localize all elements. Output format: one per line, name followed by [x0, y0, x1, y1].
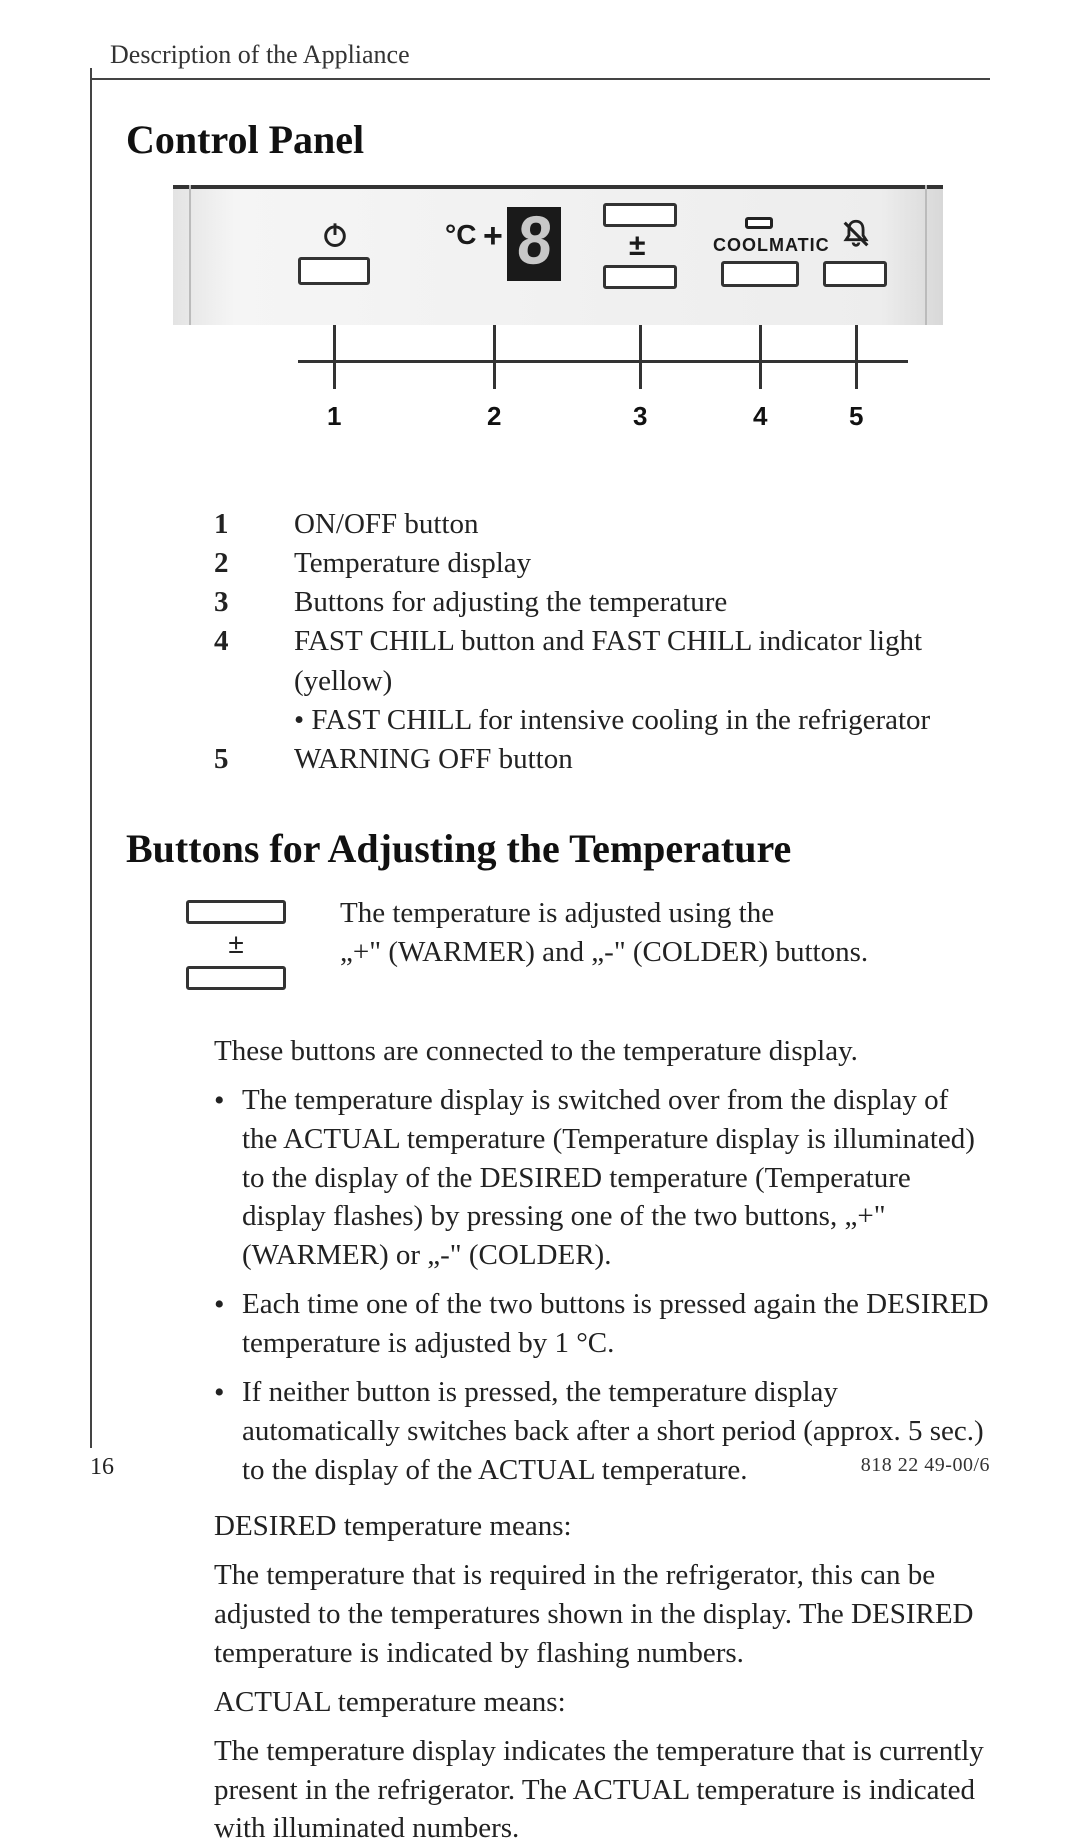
page: Description of the Appliance Control Pan… [0, 0, 1080, 1529]
temp-colder-button [603, 265, 677, 289]
coolmatic-label: COOLMATIC [713, 235, 830, 256]
mini-button-figure: ± [176, 894, 296, 1004]
plusminus-icon: ± [629, 229, 645, 263]
temp-warmer-button [603, 203, 677, 227]
mini-warmer-button [186, 900, 286, 924]
leader-4 [759, 325, 762, 389]
mini-plusminus-icon: ± [228, 928, 243, 960]
seven-segment-digit: 8 [514, 203, 555, 285]
actual-paragraph: The temperature display indicates the te… [214, 1732, 990, 1848]
intro-text: The temperature is adjusted using the „+… [340, 894, 868, 972]
leader-1 [333, 325, 336, 389]
legend-text: ON/OFF button [294, 505, 990, 544]
legend-text: WARNING OFF button [294, 740, 990, 779]
bullet-list: The temperature display is switched over… [214, 1081, 990, 1490]
warning-off-button [823, 261, 887, 287]
power-icon [321, 221, 349, 249]
legend-subtext: • FAST CHILL for intensive cooling in th… [294, 701, 990, 740]
callout-2: 2 [487, 401, 501, 432]
control-panel-diagram: °C + 8 ± COOLMATIC [173, 185, 943, 475]
onoff-button [298, 257, 370, 285]
callout-baseline [298, 360, 908, 363]
temp-unit-label: °C [445, 219, 476, 251]
section-title-buttons-adjusting: Buttons for Adjusting the Temperature [126, 825, 990, 872]
fastchill-indicator [745, 217, 773, 229]
content-area: Control Panel °C + 8 [126, 116, 990, 1848]
legend-row: 1ON/OFF button [214, 505, 990, 544]
panel-cap-left [173, 185, 191, 325]
legend-list: 1ON/OFF button 2Temperature display 3But… [214, 505, 990, 779]
doc-reference: 818 22 49-00/6 [861, 1454, 990, 1481]
legend-text: Buttons for adjusting the temperature [294, 583, 990, 622]
adjust-intro-row: ± The temperature is adjusted using the … [176, 894, 990, 1004]
actual-heading: ACTUAL temperature means: [214, 1683, 990, 1722]
fastchill-button [721, 261, 799, 287]
header-rule [90, 78, 990, 80]
desired-heading: DESIRED temperature means: [214, 1507, 990, 1546]
running-header: Description of the Appliance [110, 40, 990, 70]
legend-num: 3 [214, 583, 294, 622]
leader-3 [639, 325, 642, 389]
legend-row: 3Buttons for adjusting the temperature [214, 583, 990, 622]
leader-2 [493, 325, 496, 389]
connected-text: These buttons are connected to the tempe… [214, 1032, 990, 1071]
plus-label: + [483, 217, 503, 256]
callout-5: 5 [849, 401, 863, 432]
left-vertical-rule [90, 68, 92, 1448]
mini-colder-button [186, 966, 286, 990]
legend-text: FAST CHILL button and FAST CHILL indicat… [294, 622, 990, 700]
callout-3: 3 [633, 401, 647, 432]
page-number: 16 [90, 1454, 114, 1481]
page-footer: 16 818 22 49-00/6 [90, 1454, 990, 1481]
legend-text: Temperature display [294, 544, 990, 583]
body-text: These buttons are connected to the tempe… [214, 1032, 990, 1848]
intro-line-2: „+" (WARMER) and „-" (COLDER) buttons. [340, 933, 868, 972]
leader-5 [855, 325, 858, 389]
legend-row: 2Temperature display [214, 544, 990, 583]
legend-num: 2 [214, 544, 294, 583]
intro-line-1: The temperature is adjusted using the [340, 894, 868, 933]
legend-num: 4 [214, 622, 294, 700]
seven-segment-display: 8 [507, 207, 561, 281]
callout-4: 4 [753, 401, 767, 432]
panel-cap-right [925, 185, 943, 325]
legend-num: 5 [214, 740, 294, 779]
legend-num: 1 [214, 505, 294, 544]
desired-paragraph: The temperature that is required in the … [214, 1556, 990, 1673]
bullet-2: Each time one of the two buttons is pres… [214, 1285, 990, 1363]
bullet-1: The temperature display is switched over… [214, 1081, 990, 1275]
alarm-off-icon [839, 217, 873, 251]
legend-row: 4FAST CHILL button and FAST CHILL indica… [214, 622, 990, 700]
legend-row: 5WARNING OFF button [214, 740, 990, 779]
callout-1: 1 [327, 401, 341, 432]
section-title-control-panel: Control Panel [126, 116, 990, 163]
